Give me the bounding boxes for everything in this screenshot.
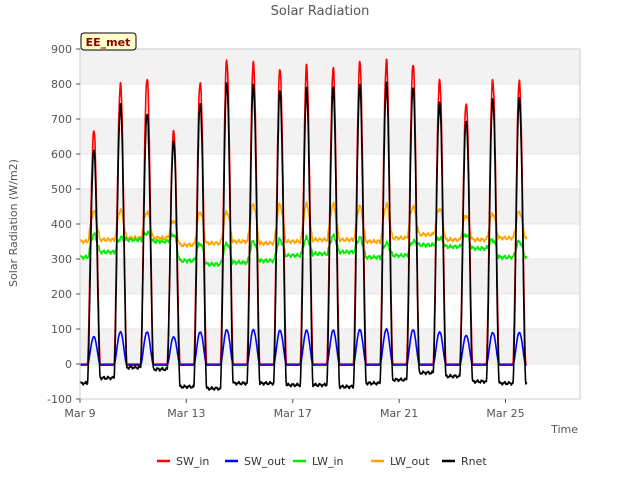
legend-label-lw_in: LW_in [312,455,344,468]
legend-label-sw_out: SW_out [244,455,286,468]
y-axis: -100 0 100 200 300 400 500 600 700 800 900 [47,43,80,406]
legend-label-rnet: Rnet [461,455,487,468]
y-tick-label: 800 [51,78,72,91]
y-tick-label: 900 [51,43,72,56]
legend-label-sw_in: SW_in [176,455,209,468]
x-tick-label: Mar 13 [167,407,205,420]
series-line-sw_out [79,328,528,366]
x-axis-label: Time [550,423,578,436]
y-tick-label: 100 [51,323,72,336]
grid-band [80,84,580,119]
legend-label-lw_out: LW_out [390,455,430,468]
x-tick-label: Mar 25 [486,407,524,420]
grid-band [80,49,580,84]
y-tick-label: 600 [51,148,72,161]
y-tick-label: 700 [51,113,72,126]
x-tick-label: Mar 21 [380,407,418,420]
y-tick-label: 200 [51,288,72,301]
series-line-rnet [79,81,528,391]
grid-band [80,294,580,329]
chart-title: Solar Radiation [271,4,370,19]
site-label-box: EE_met [80,32,137,51]
series-layer [79,58,528,391]
site-label: EE_met [86,36,131,49]
y-tick-label: 400 [51,218,72,231]
x-axis: Mar 9 Mar 13 Mar 17 Mar 21 Mar 25 [64,399,525,420]
y-axis-label: Solar Radiation (W/m2) [7,159,20,287]
y-tick-label: 0 [65,358,72,371]
y-tick-label: 500 [51,183,72,196]
y-tick-label: -100 [47,393,72,406]
x-tick-label: Mar 17 [274,407,312,420]
legend: SW_in SW_out LW_in LW_out Rnet [157,455,487,468]
y-tick-label: 300 [51,253,72,266]
x-tick-label: Mar 9 [64,407,95,420]
